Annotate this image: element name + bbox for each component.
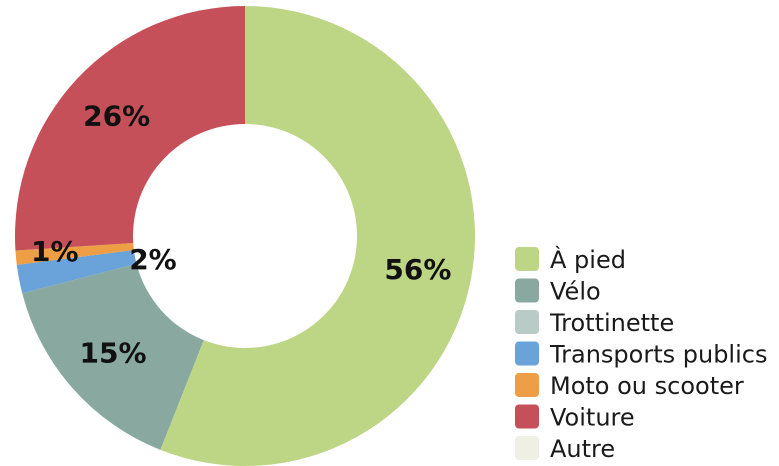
slice-label-voiture: 26% — [83, 100, 150, 133]
slice-moto-ou-scooter — [15, 243, 134, 265]
slice-label-velo: 15% — [79, 336, 146, 369]
slice-velo — [22, 263, 204, 450]
slice-label-a-pied: 56% — [384, 253, 451, 286]
legend-label-voiture: Voiture — [550, 404, 635, 432]
slice-voiture — [14, 6, 245, 251]
legend-swatch-trottinette — [515, 310, 539, 334]
legend-swatch-voiture — [515, 404, 539, 429]
legend-label-autre: Autre — [550, 435, 615, 463]
legend-swatch-velo — [515, 278, 539, 303]
legend-swatch-autre — [515, 436, 539, 460]
donut-slices — [14, 6, 476, 466]
slice-label-moto-ou-scooter: 1% — [31, 235, 79, 268]
legend-swatch-moto-ou-scooter — [515, 373, 539, 397]
slice-transports-publics — [16, 250, 137, 294]
legend-swatch-a-pied — [515, 247, 539, 271]
legend-label-velo: Vélo — [550, 278, 601, 306]
legend-label-transports-publics: Transports publics — [549, 341, 767, 369]
chart-legend: À pied Vélo Trottinette Transports publics M… — [515, 245, 767, 463]
legend-label-moto-ou-scooter: Moto ou scooter — [550, 372, 744, 400]
legend-label-trottinette: Trottinette — [549, 309, 674, 337]
slice-label-transports-publics: 2% — [129, 243, 177, 276]
legend-label-a-pied: À pied — [550, 245, 626, 274]
legend-swatch-transports-publics — [515, 341, 539, 366]
slice-labels: 56% 15% 2% 1% 26% — [31, 100, 451, 370]
slice-a-pied — [160, 6, 476, 466]
